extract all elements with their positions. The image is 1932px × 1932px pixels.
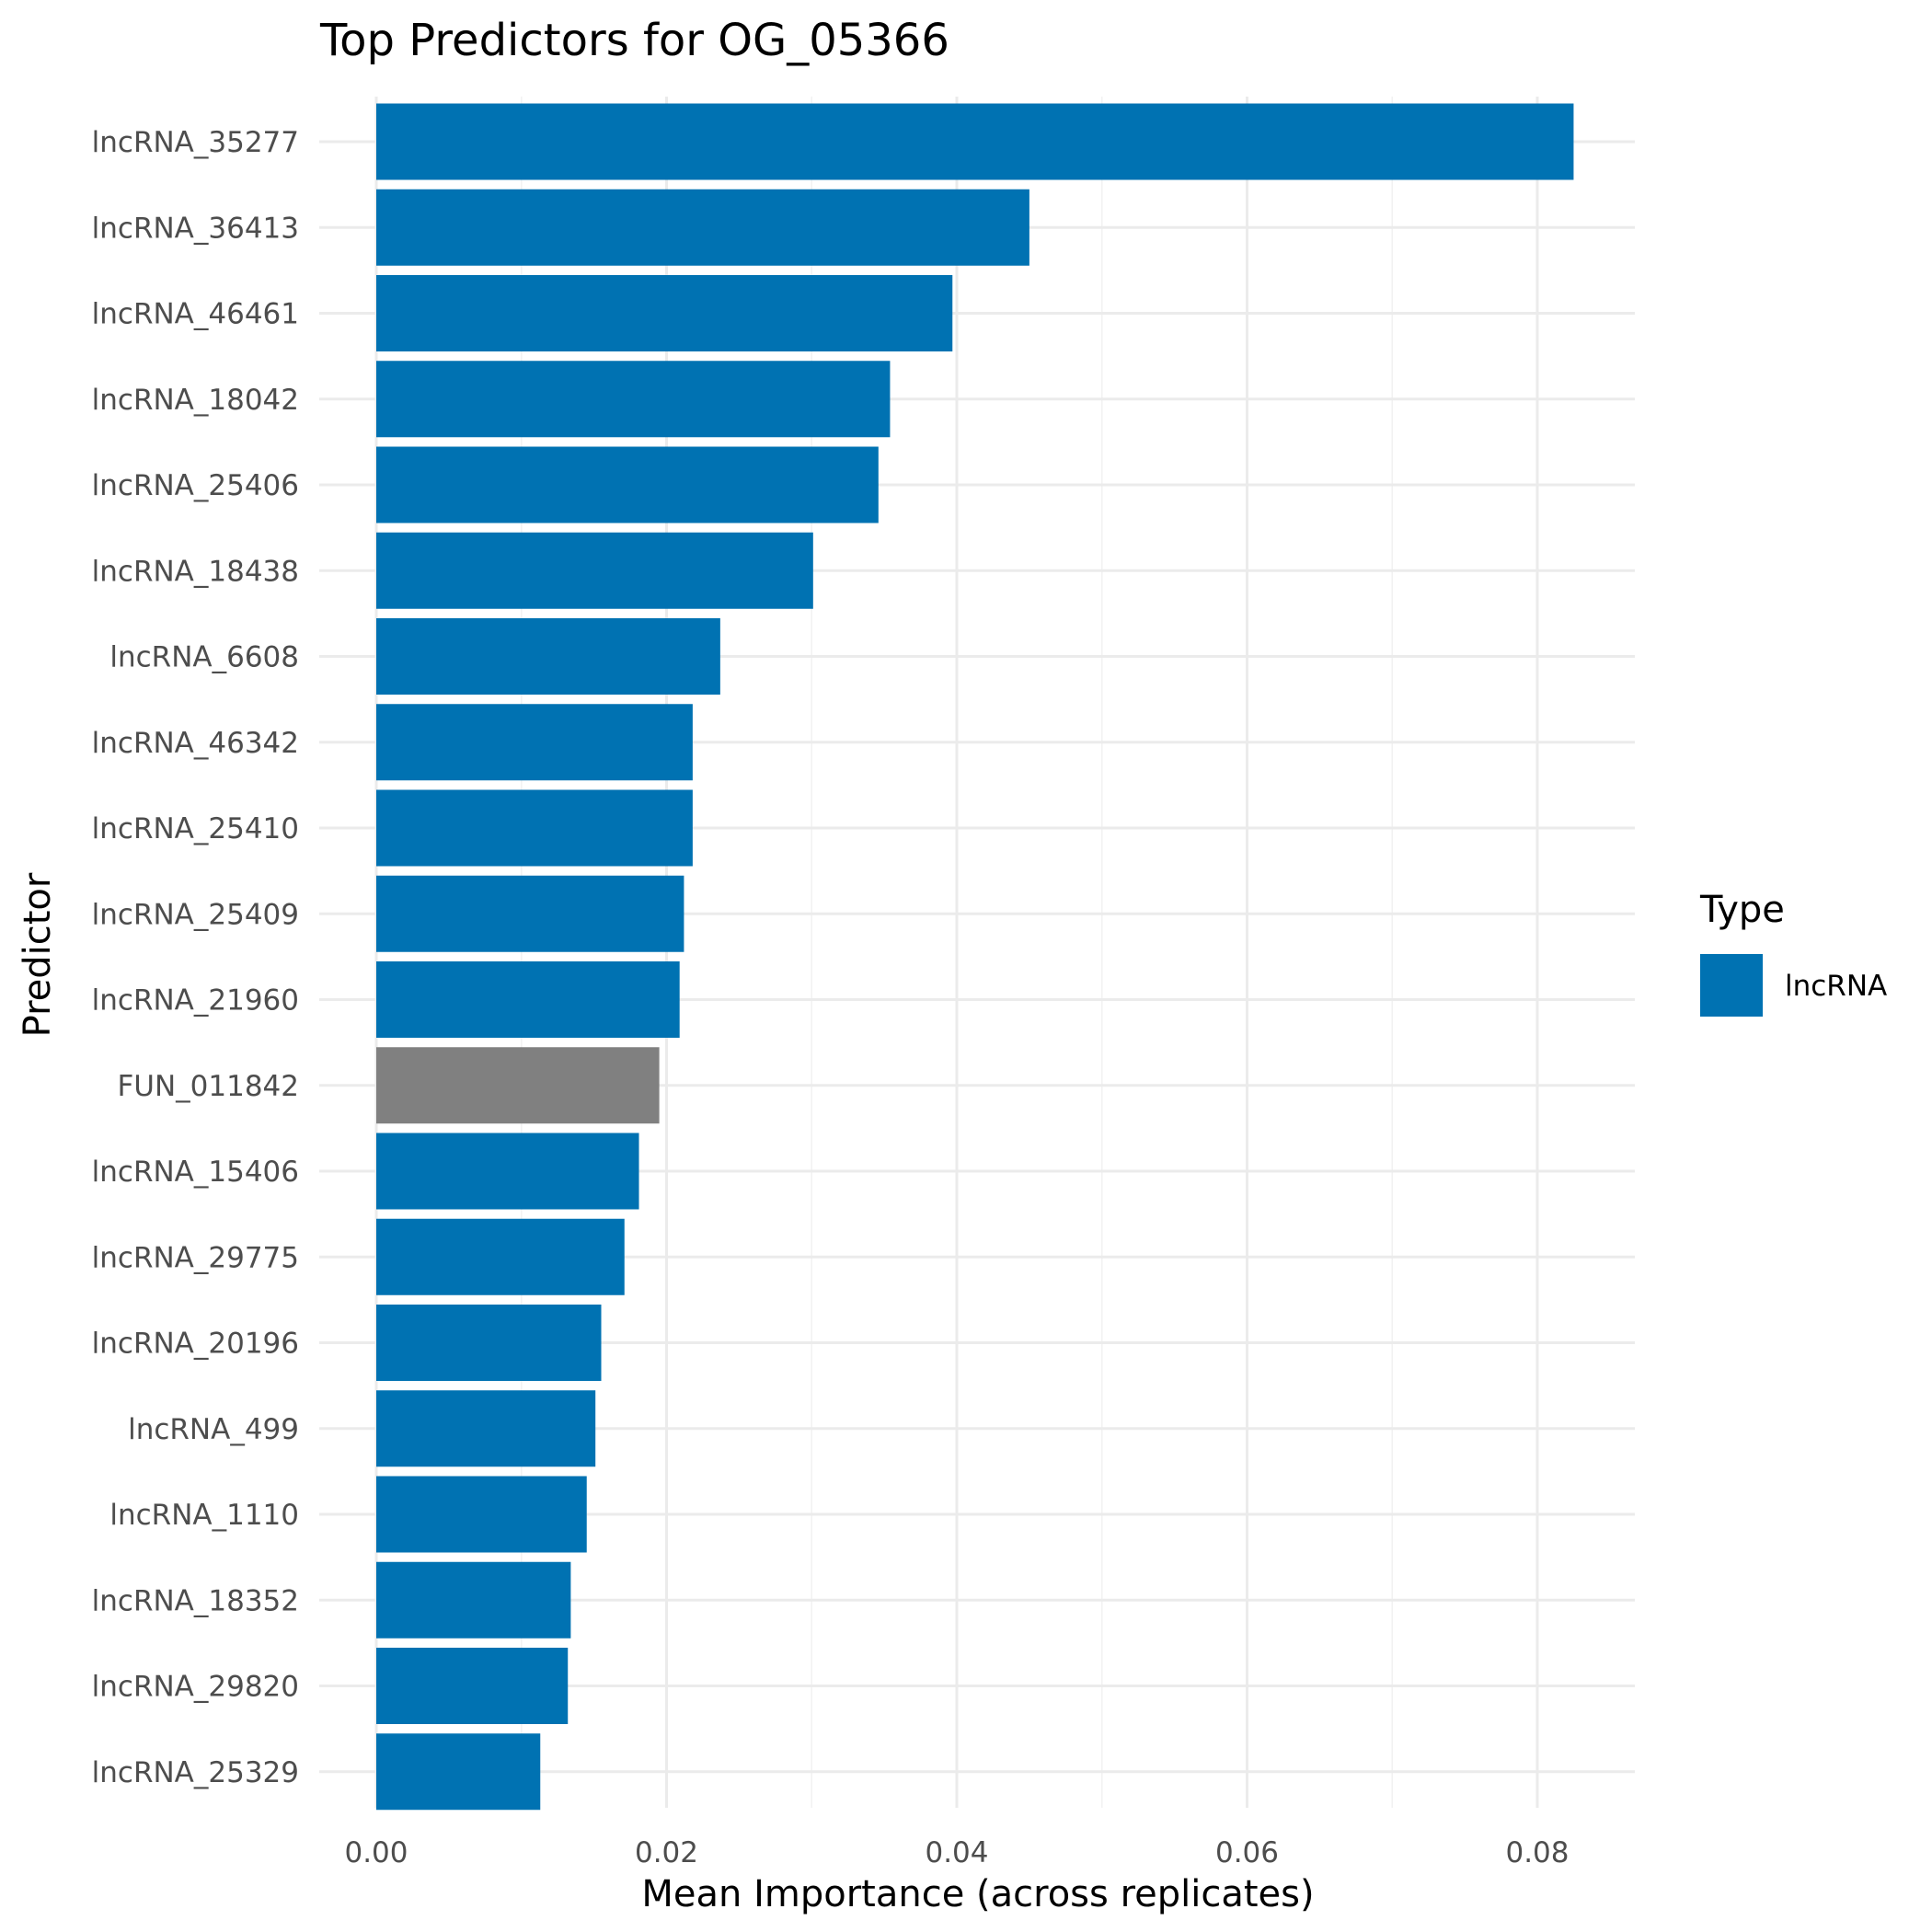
legend-key-lncrna	[1700, 954, 1763, 1017]
x-tick-labels: 0.00 0.02 0.04 0.06 0.08	[344, 1836, 1569, 1869]
bar-lncrna-18438	[376, 532, 813, 609]
y-tick-label: lncRNA_6608	[109, 641, 299, 674]
y-tick-label: lncRNA_18438	[92, 555, 299, 588]
y-tick-label: lncRNA_46342	[92, 727, 299, 760]
bar-lncrna-36413	[376, 189, 1029, 266]
y-tick-label: lncRNA_15406	[92, 1156, 299, 1189]
y-tick-label: lncRNA_29775	[92, 1241, 299, 1274]
x-tick-label: 0.06	[1215, 1836, 1279, 1869]
bar-lncrna-25409	[376, 875, 684, 952]
bar-lncrna-15406	[376, 1133, 639, 1210]
y-tick-label: lncRNA_29820	[92, 1671, 299, 1704]
bar-lncrna-499	[376, 1390, 596, 1467]
bar-lncrna-25329	[376, 1733, 541, 1811]
y-tick-label: lncRNA_35277	[92, 126, 299, 159]
bar-lncrna-25410	[376, 789, 693, 867]
y-tick-label: lncRNA_21960	[92, 984, 299, 1018]
y-tick-label: FUN_011842	[117, 1070, 299, 1103]
y-tick-label: lncRNA_18042	[92, 384, 299, 417]
x-tick-label: 0.08	[1505, 1836, 1569, 1869]
bar-fun-011842	[376, 1047, 660, 1124]
bar-lncrna-35277	[376, 103, 1574, 180]
bar-lncrna-18042	[376, 361, 891, 438]
bar-lncrna-46342	[376, 704, 693, 781]
legend-title: Type	[1699, 889, 1785, 931]
legend-label-lncrna: lncRNA	[1785, 970, 1887, 1003]
bar-lncrna-18352	[376, 1561, 571, 1639]
bar-lncrna-21960	[376, 961, 680, 1038]
bar-lncrna-20196	[376, 1305, 602, 1381]
y-tick-label: lncRNA_36413	[92, 212, 299, 245]
y-tick-label: lncRNA_20196	[92, 1328, 299, 1361]
bar-lncrna-46461	[376, 275, 953, 351]
x-tick-label: 0.04	[925, 1836, 988, 1869]
y-tick-label: lncRNA_499	[128, 1413, 299, 1446]
y-tick-label: lncRNA_18352	[92, 1584, 299, 1617]
bar-lncrna-29775	[376, 1218, 625, 1295]
x-axis-title: Mean Importance (across replicates)	[641, 1873, 1314, 1915]
bar-lncrna-1110	[376, 1476, 587, 1553]
y-tick-label: lncRNA_25410	[92, 812, 299, 845]
y-tick-label: lncRNA_25406	[92, 469, 299, 502]
x-tick-label: 0.00	[344, 1836, 408, 1869]
x-tick-label: 0.02	[635, 1836, 698, 1869]
y-tick-label: lncRNA_46461	[92, 298, 299, 331]
y-tick-label: lncRNA_25329	[92, 1756, 299, 1789]
legend: Type lncRNA	[1699, 889, 1887, 1017]
y-tick-labels: lncRNA_35277 lncRNA_36413 lncRNA_46461 lncR…	[92, 126, 299, 1789]
bar-lncrna-6608	[376, 618, 720, 695]
bar-lncrna-25406	[376, 446, 879, 523]
chart-title: Top Predictors for OG_05366	[319, 15, 949, 66]
y-axis-title: Predictor	[17, 872, 59, 1037]
y-tick-label: lncRNA_25409	[92, 898, 299, 931]
y-tick-label: lncRNA_1110	[109, 1499, 299, 1532]
bar-layer	[376, 103, 1574, 1811]
bar-lncrna-29820	[376, 1648, 569, 1724]
